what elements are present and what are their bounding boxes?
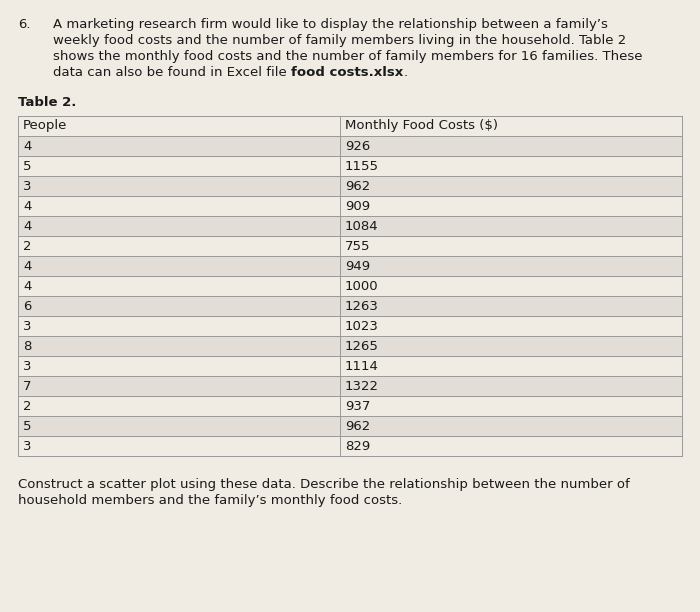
Text: 937: 937 <box>345 400 370 412</box>
Text: 5: 5 <box>23 419 32 433</box>
Text: 8: 8 <box>23 340 32 353</box>
Text: 755: 755 <box>345 239 370 253</box>
Bar <box>18 136 682 156</box>
Text: 6.: 6. <box>18 18 31 31</box>
Bar <box>18 376 682 396</box>
Bar <box>18 256 682 276</box>
Text: 4: 4 <box>23 200 32 212</box>
Text: 949: 949 <box>345 259 370 272</box>
Text: 7: 7 <box>23 379 32 392</box>
Bar <box>18 196 682 216</box>
Bar <box>18 236 682 256</box>
Text: 5: 5 <box>23 160 32 173</box>
Text: 2: 2 <box>23 239 32 253</box>
Text: 2: 2 <box>23 400 32 412</box>
Text: 4: 4 <box>23 220 32 233</box>
Text: Monthly Food Costs ($): Monthly Food Costs ($) <box>345 119 498 133</box>
Text: 1265: 1265 <box>345 340 379 353</box>
Text: 1114: 1114 <box>345 359 379 373</box>
Text: A marketing research firm would like to display the relationship between a famil: A marketing research firm would like to … <box>53 18 608 31</box>
Text: 962: 962 <box>345 179 370 193</box>
Text: People: People <box>23 119 67 133</box>
Text: 1023: 1023 <box>345 319 379 332</box>
Text: 4: 4 <box>23 259 32 272</box>
Text: 4: 4 <box>23 140 32 152</box>
Bar <box>18 416 682 436</box>
Text: 1322: 1322 <box>345 379 379 392</box>
Text: Construct a scatter plot using these data. Describe the relationship between the: Construct a scatter plot using these dat… <box>18 478 630 491</box>
Bar <box>18 396 682 416</box>
Bar <box>18 436 682 456</box>
Bar <box>18 336 682 356</box>
Text: .: . <box>403 66 407 79</box>
Bar <box>18 156 682 176</box>
Text: 4: 4 <box>23 280 32 293</box>
Text: 926: 926 <box>345 140 370 152</box>
Text: 1084: 1084 <box>345 220 379 233</box>
Text: 1155: 1155 <box>345 160 379 173</box>
Text: food costs.xlsx: food costs.xlsx <box>291 66 403 79</box>
Text: 1000: 1000 <box>345 280 379 293</box>
Text: Table 2.: Table 2. <box>18 96 76 109</box>
Bar <box>18 356 682 376</box>
Bar <box>18 116 682 136</box>
Text: household members and the family’s monthly food costs.: household members and the family’s month… <box>18 494 402 507</box>
Text: 6: 6 <box>23 299 32 313</box>
Text: 3: 3 <box>23 359 32 373</box>
Text: 3: 3 <box>23 179 32 193</box>
Bar <box>18 296 682 316</box>
Bar <box>18 176 682 196</box>
Bar <box>18 276 682 296</box>
Text: 909: 909 <box>345 200 370 212</box>
Text: weekly food costs and the number of family members living in the household. Tabl: weekly food costs and the number of fami… <box>53 34 627 47</box>
Text: shows the monthly food costs and the number of family members for 16 families. T: shows the monthly food costs and the num… <box>53 50 643 63</box>
Text: 3: 3 <box>23 439 32 452</box>
Text: 3: 3 <box>23 319 32 332</box>
Text: 829: 829 <box>345 439 370 452</box>
Text: 1263: 1263 <box>345 299 379 313</box>
Text: data can also be found in Excel file: data can also be found in Excel file <box>53 66 291 79</box>
Bar <box>18 316 682 336</box>
Text: 962: 962 <box>345 419 370 433</box>
Bar <box>18 216 682 236</box>
